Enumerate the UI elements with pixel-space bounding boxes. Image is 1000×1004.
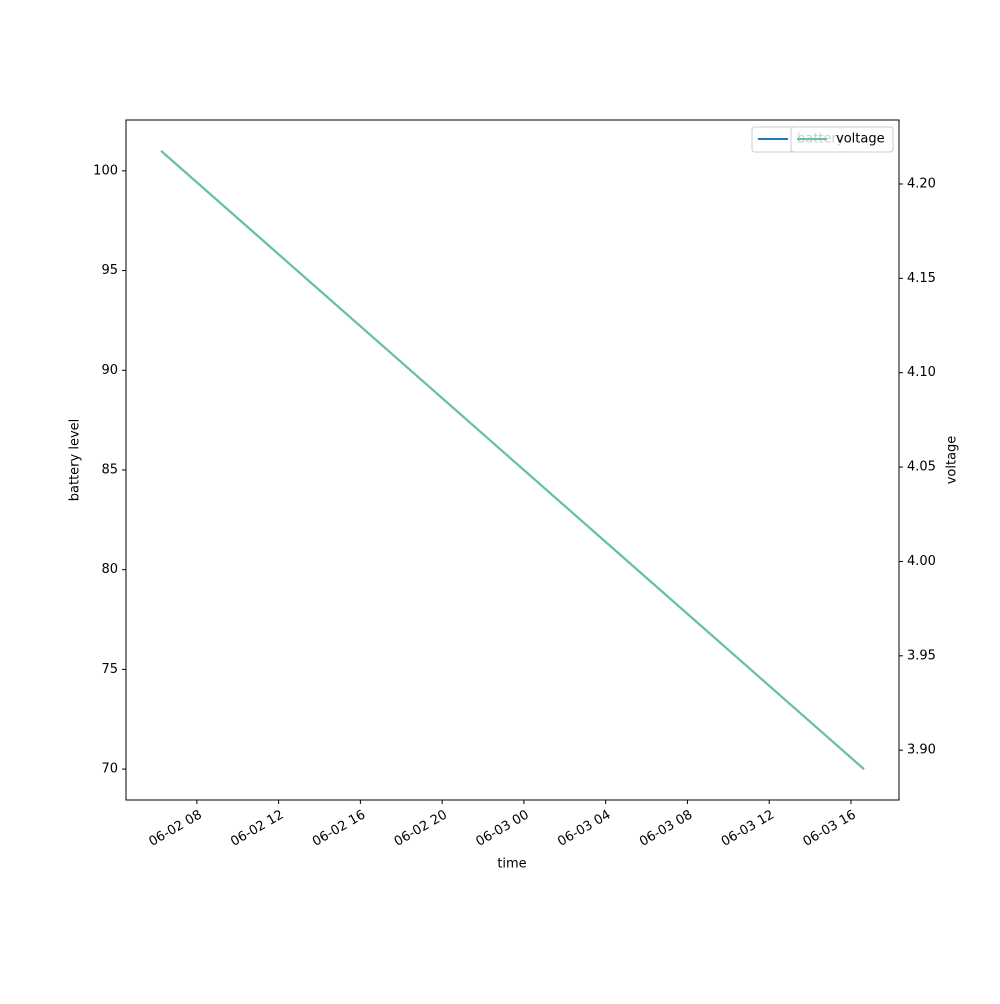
y-tick-label: 80 xyxy=(101,562,118,577)
x-axis-label: time xyxy=(497,857,526,872)
y-axis-label: battery level xyxy=(68,419,83,502)
y2-tick-label: 4.10 xyxy=(907,365,936,380)
legend-box xyxy=(790,126,894,153)
plot-frame xyxy=(125,119,900,801)
y2-axis-label: voltage xyxy=(945,436,960,485)
y-tick-label: 75 xyxy=(101,662,118,677)
y2-tick-label: 3.90 xyxy=(907,743,936,758)
y2-tick-label: 4.15 xyxy=(907,271,936,286)
y-tick-label: 100 xyxy=(93,163,118,178)
line-series xyxy=(160,150,865,770)
y2-tick-label: 4.20 xyxy=(907,176,936,191)
y-tick-label: 85 xyxy=(101,462,118,477)
legend-label: voltage xyxy=(836,132,885,147)
y-tick-label: 90 xyxy=(101,363,118,378)
y-tick-label: 95 xyxy=(101,263,118,278)
y2-tick-label: 4.00 xyxy=(907,554,936,569)
y-tick-label: 70 xyxy=(101,762,118,777)
y2-tick-label: 4.05 xyxy=(907,460,936,475)
y2-tick-label: 3.95 xyxy=(907,648,936,663)
